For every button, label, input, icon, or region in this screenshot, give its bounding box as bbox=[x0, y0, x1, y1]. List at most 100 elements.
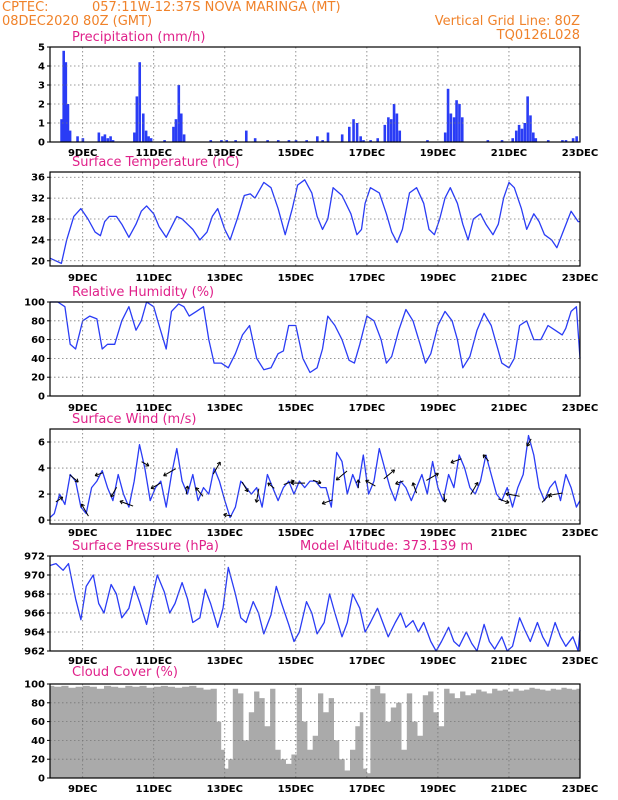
wind-arrow-head bbox=[94, 472, 98, 476]
precip-bar bbox=[500, 140, 504, 142]
precip-bar bbox=[144, 130, 148, 142]
y-tick-label: 60 bbox=[31, 717, 45, 728]
wind-arrow-head bbox=[187, 485, 190, 490]
x-tick-label: 23DEC bbox=[562, 656, 598, 667]
wind-arrow bbox=[412, 482, 418, 494]
wind-arrow-head bbox=[317, 482, 322, 485]
wind-arrow bbox=[383, 469, 395, 480]
x-tick-label: 21DEC bbox=[491, 528, 527, 539]
precip-bar bbox=[446, 88, 450, 142]
precip-bar bbox=[234, 140, 237, 142]
panel-title: Surface Temperature (nC) bbox=[72, 155, 240, 170]
x-tick-label: 23DEC bbox=[562, 148, 598, 159]
x-tick-label: 21DEC bbox=[491, 403, 527, 414]
wind-arrow bbox=[443, 493, 446, 503]
wind-arrow-head bbox=[256, 499, 260, 503]
x-tick-label: 13DEC bbox=[207, 656, 243, 667]
precip-bar bbox=[443, 132, 447, 142]
precip-bar bbox=[60, 119, 63, 142]
y-tick-label: 2 bbox=[38, 490, 45, 501]
precip-bar bbox=[172, 126, 175, 142]
header-code: TQ0126L028 bbox=[496, 28, 580, 43]
panel-title: Cloud Cover (%) bbox=[72, 665, 178, 680]
wind-arrow-head bbox=[450, 462, 455, 464]
wind-arrow-head bbox=[216, 461, 221, 465]
wind-arrow bbox=[395, 480, 404, 485]
precip-bar bbox=[321, 140, 324, 142]
y-tick-label: 0 bbox=[38, 774, 45, 785]
wind-arrow-head bbox=[318, 480, 322, 484]
header-date: 08DEC2020 80Z (GMT) bbox=[2, 14, 152, 29]
wind-arrow-head bbox=[442, 499, 446, 503]
wind-arrow bbox=[223, 514, 232, 517]
wind-arrow-head bbox=[395, 480, 399, 485]
panel-frame bbox=[49, 46, 581, 143]
wind-arrow-head bbox=[436, 473, 439, 477]
wind-arrow bbox=[163, 468, 176, 477]
y-tick-label: 60 bbox=[31, 335, 45, 346]
precip-bar bbox=[534, 138, 538, 142]
panel-temperature: Surface Temperature (nC) 20 24 28 32 36 9DEC 11… bbox=[31, 155, 598, 284]
panel-title: Surface Wind (m/s) bbox=[72, 412, 196, 427]
y-tick-label: 968 bbox=[24, 590, 45, 601]
precip-bar bbox=[486, 140, 490, 142]
y-tick-label: 24 bbox=[31, 235, 45, 246]
precip-bar bbox=[141, 113, 145, 142]
wind-arrow-head bbox=[505, 502, 509, 504]
precip-bar bbox=[62, 50, 65, 142]
x-tick-label: 23DEC bbox=[562, 784, 598, 795]
precip-bar bbox=[359, 136, 362, 142]
precip-bar bbox=[163, 140, 166, 142]
y-tick-label: 80 bbox=[31, 316, 45, 327]
y-tick-label: 100 bbox=[24, 298, 45, 309]
precip-bar bbox=[575, 136, 578, 142]
wind-arrow-head bbox=[244, 489, 249, 493]
x-tick-label: 17DEC bbox=[349, 528, 385, 539]
x-tick-label: 19DEC bbox=[420, 656, 456, 667]
wind-arrow bbox=[150, 482, 161, 489]
y-tick-label: 6 bbox=[38, 438, 45, 449]
x-tick-label: 11DEC bbox=[136, 784, 172, 795]
precip-bar bbox=[179, 113, 183, 142]
precip-bar bbox=[376, 138, 380, 142]
wind-arrow bbox=[498, 498, 510, 504]
x-tick-label: 13DEC bbox=[207, 528, 243, 539]
y-tick-label: 3 bbox=[38, 81, 45, 92]
precip-bar bbox=[109, 136, 112, 142]
wind-arrow bbox=[110, 486, 118, 498]
wind-arrow-head bbox=[335, 476, 338, 481]
precip-bar bbox=[220, 140, 223, 142]
wind-arrow bbox=[365, 479, 376, 487]
y-tick-label: 100 bbox=[24, 680, 45, 691]
precip-bar bbox=[511, 138, 515, 142]
wind-arrow-head bbox=[450, 459, 454, 463]
precip-bar bbox=[138, 62, 142, 143]
precip-bar bbox=[97, 132, 101, 142]
precip-bar bbox=[225, 140, 229, 142]
precip-bar bbox=[355, 123, 359, 142]
precip-bar bbox=[514, 130, 518, 142]
x-tick-label: 9DEC bbox=[68, 528, 97, 539]
precip-bar bbox=[66, 104, 70, 142]
y-tick-label: 964 bbox=[24, 628, 45, 639]
x-tick-label: 9DEC bbox=[68, 273, 97, 284]
y-tick-label: 28 bbox=[31, 215, 45, 226]
precip-bar bbox=[106, 138, 110, 142]
x-tick-label: 11DEC bbox=[136, 528, 172, 539]
wind-arrow-head bbox=[322, 503, 326, 505]
precip-bar bbox=[68, 130, 72, 142]
wind-arrow bbox=[119, 500, 134, 507]
precip-bar bbox=[305, 140, 308, 142]
precip-bar bbox=[460, 117, 464, 142]
wind-arrow bbox=[450, 458, 462, 464]
precip-bar bbox=[101, 136, 104, 142]
x-tick-label: 15DEC bbox=[278, 528, 314, 539]
precip-bar bbox=[517, 124, 521, 142]
wind-arrow-head bbox=[195, 487, 200, 490]
x-tick-label: 19DEC bbox=[420, 273, 456, 284]
precip-bar bbox=[133, 132, 136, 142]
precip-bar bbox=[209, 140, 213, 142]
series-line bbox=[49, 562, 581, 652]
precip-bar bbox=[64, 62, 68, 143]
